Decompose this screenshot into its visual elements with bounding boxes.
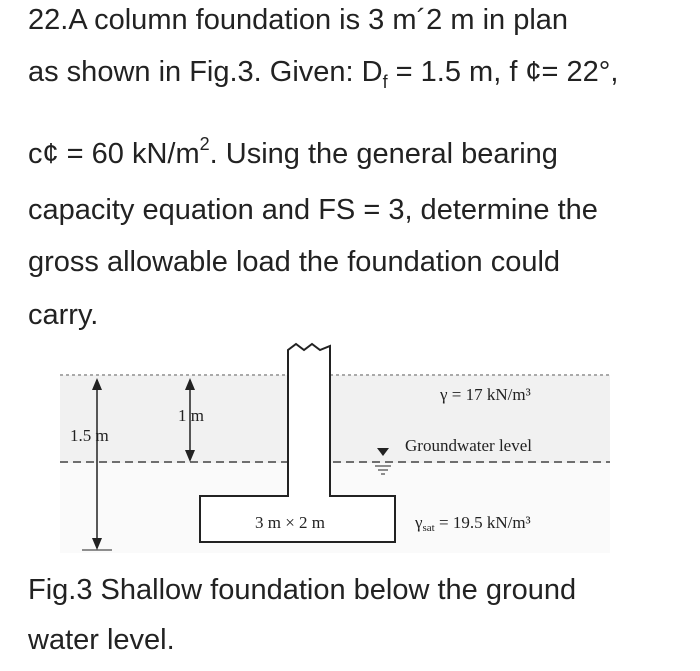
problem-line: carry. [28,299,98,332]
text: . Using the general bearing [209,138,558,170]
text: Fig.3 Shallow foundation below the groun… [28,574,577,606]
text: capacity equation and FS = 3, determine … [28,194,598,226]
problem-line: as shown in Fig.3. Given: Df = 1.5 m, f … [28,56,618,93]
text: as shown in Fig.3. Given: D [28,56,383,88]
label: 1 m [178,406,204,425]
label: γ = 17 kN/m³ [439,385,531,404]
soil [60,375,610,463]
problem-line: 22.A column foundation is 3 m´2 m in pla… [28,4,568,37]
subscript: sat [423,522,435,534]
subscript: f [382,72,388,92]
text: = 19.5 kN/m³ [435,513,531,532]
text: γ [414,513,423,532]
text: carry. [28,299,99,331]
text: = 1.5 m, f ¢= 22°, [387,56,619,88]
water-symbol [377,448,389,456]
label: 3 m × 2 m [255,513,325,532]
problem-line: capacity equation and FS = 3, determine … [28,194,598,227]
label: 1.5 m [70,426,109,445]
text: water level. [28,624,175,656]
caption-line: water level. [28,624,175,657]
superscript: 2 [199,134,210,154]
caption-line: Fig.3 Shallow foundation below the groun… [28,574,576,607]
label: Groundwater level [405,436,532,455]
text: 22.A column foundation is 3 m´2 m in pla… [28,4,569,36]
problem-line: c¢ = 60 kN/m2. Using the general bearing [28,134,558,171]
text: c¢ = 60 kN/m [28,138,200,170]
problem-line: gross allowable load the foundation coul… [28,246,560,279]
label: γsat = 19.5 kN/m³ [414,513,531,534]
text: gross allowable load the foundation coul… [28,246,561,278]
foundation [199,342,396,543]
